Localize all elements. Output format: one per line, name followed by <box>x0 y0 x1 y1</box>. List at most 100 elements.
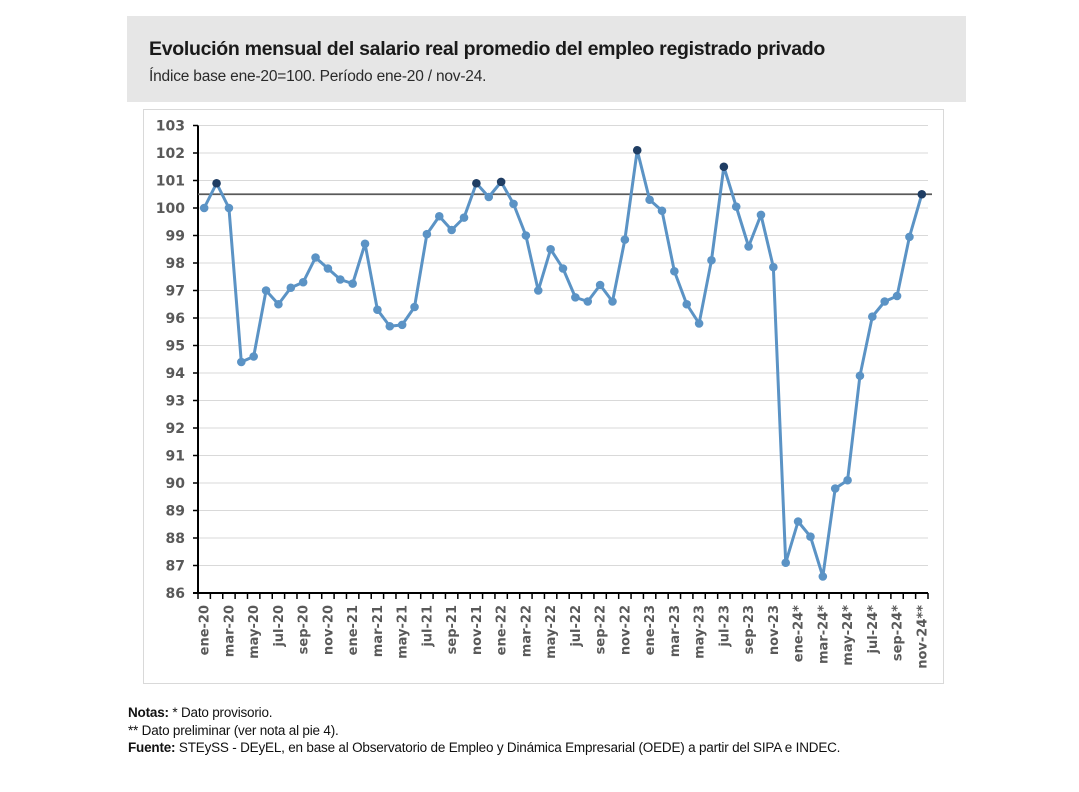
data-point <box>558 264 568 273</box>
data-point <box>793 517 803 526</box>
data-point <box>892 291 902 301</box>
data-point <box>620 235 630 244</box>
y-tick-label: 93 <box>166 394 185 410</box>
y-tick-label: 88 <box>166 531 185 547</box>
data-point <box>360 239 370 249</box>
series-group <box>199 145 927 581</box>
x-tick-label: sep-22 <box>594 605 609 654</box>
data-point <box>694 319 704 328</box>
y-tick-label: 97 <box>166 284 185 300</box>
source-text: STEySS - DEyEL, en base al Observatorio … <box>175 740 841 755</box>
y-tick-label: 94 <box>166 366 186 382</box>
data-point <box>348 279 357 288</box>
x-tick-label: nov-24** <box>915 605 930 669</box>
x-tick-label: jul-20 <box>272 605 287 648</box>
data-point <box>744 242 753 251</box>
chart-frame <box>143 109 944 684</box>
x-tick-label: may-23 <box>693 605 708 659</box>
data-point <box>385 321 395 331</box>
data-point <box>781 558 791 568</box>
x-tick-label: ene-24* <box>792 605 807 662</box>
data-point <box>595 280 605 290</box>
data-point <box>459 213 469 222</box>
source-note: Fuente: STEySS - DEyEL, en base al Obser… <box>128 739 840 757</box>
data-point <box>682 299 692 309</box>
x-tick-label: ene-23 <box>643 605 658 655</box>
x-tick-label: mar-23 <box>668 605 683 657</box>
x-tick-label: sep-21 <box>445 605 460 654</box>
data-point <box>237 357 246 367</box>
data-point <box>311 253 320 262</box>
data-point <box>335 275 345 284</box>
highlighted-data-point <box>212 178 221 188</box>
data-point <box>397 320 407 330</box>
x-tick-label: nov-21 <box>470 605 485 655</box>
data-point <box>868 312 877 321</box>
x-tick-label: may-22 <box>544 605 559 659</box>
x-tick-label: ene-22 <box>495 605 510 655</box>
x-tick-label: nov-20 <box>321 605 336 655</box>
data-point <box>434 211 444 221</box>
x-tick-label: may-24* <box>841 605 856 666</box>
y-tick-label: 89 <box>166 504 185 520</box>
y-tick-label: 92 <box>166 421 185 437</box>
x-tick-label: jul-21 <box>420 605 435 648</box>
data-point <box>410 302 419 312</box>
x-tick-label: mar-24* <box>816 605 831 664</box>
y-tick-label: 100 <box>156 201 185 217</box>
data-point <box>373 305 382 315</box>
y-tick-label: 102 <box>156 146 185 162</box>
x-tick-label: nov-23 <box>767 605 782 655</box>
data-point <box>199 203 209 213</box>
data-point <box>422 229 432 239</box>
x-tick-label: ene-21 <box>346 605 361 655</box>
x-tick-label: may-21 <box>396 605 411 659</box>
footnotes: Notas: * Dato provisorio. ** Dato prelim… <box>128 704 840 757</box>
chart-subtitle: Índice base ene-20=100. Período ene-20 /… <box>149 68 487 85</box>
data-point <box>484 192 494 202</box>
data-point <box>249 352 258 361</box>
data-point <box>806 532 815 541</box>
y-tick-label: 96 <box>166 311 185 327</box>
data-point <box>843 475 852 485</box>
gridlines <box>198 125 928 566</box>
notes-label: Notas: <box>128 705 169 720</box>
data-point <box>657 206 667 216</box>
y-tick-label: 101 <box>156 174 185 190</box>
x-tick-label: ene-20 <box>198 605 213 655</box>
data-point <box>707 255 716 265</box>
y-tick-label: 95 <box>166 339 185 355</box>
x-tick-label: mar-22 <box>519 605 534 657</box>
y-tick-label: 87 <box>166 559 185 575</box>
data-point <box>818 572 828 581</box>
x-axis: ene-20 mar-20 may-20 jul-20 sep-20 nov-20 ene-… <box>193 592 930 669</box>
data-point <box>286 283 296 293</box>
chart-title: Evolución mensual del salario real prome… <box>149 38 825 60</box>
data-point <box>447 225 456 235</box>
note-preliminary: ** Dato preliminar (ver nota al pie 4). <box>128 722 339 738</box>
data-point <box>830 484 840 493</box>
data-point <box>533 286 543 295</box>
data-point <box>731 202 741 211</box>
y-tick-label: 86 <box>166 586 185 602</box>
highlighted-data-point <box>496 177 506 187</box>
data-point <box>880 297 889 306</box>
y-tick-label: 91 <box>166 449 185 465</box>
y-tick-label: 103 <box>156 119 185 135</box>
series-line <box>202 148 924 578</box>
y-tick-label: 99 <box>166 229 185 245</box>
highlighted-data-point <box>917 189 927 199</box>
y-tick-label: 98 <box>166 256 185 272</box>
data-point <box>274 299 283 309</box>
data-point <box>670 266 679 276</box>
x-tick-label: jul-23 <box>717 605 732 648</box>
data-point <box>645 195 654 205</box>
data-point <box>546 244 555 254</box>
data-point <box>769 262 778 272</box>
highlighted-data-point <box>632 145 642 155</box>
data-point <box>298 277 308 287</box>
x-tick-label: jul-22 <box>569 605 584 648</box>
source-label: Fuente: <box>128 740 176 755</box>
data-point <box>509 199 518 209</box>
